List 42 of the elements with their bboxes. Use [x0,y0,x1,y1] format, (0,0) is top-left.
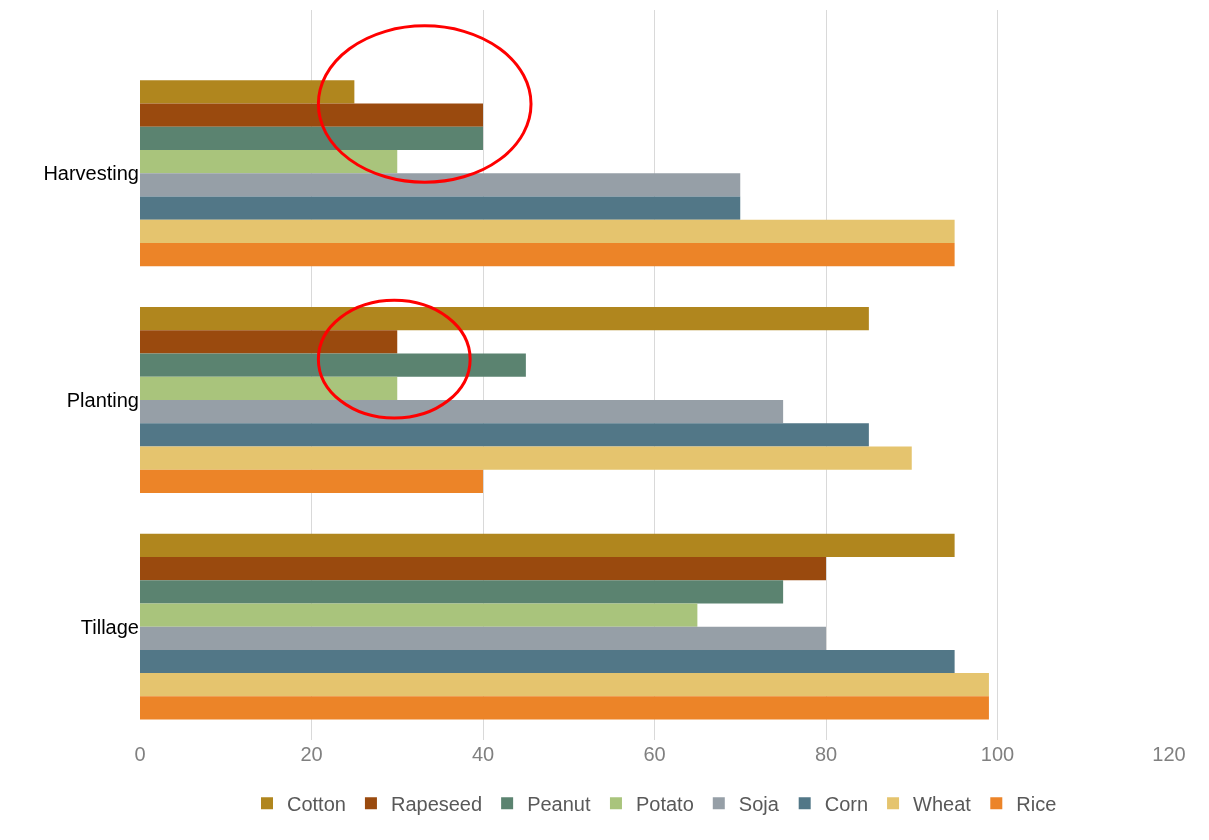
legend-label: Potato [635,793,694,816]
bar [140,353,526,377]
bar [140,446,912,470]
bar [140,80,355,104]
bar [140,696,989,720]
x-tick-label: 120 [1152,743,1186,765]
x-tick-label: 20 [300,743,323,765]
bar [140,399,784,424]
bar [140,173,741,197]
x-tick-label: 60 [643,743,666,765]
legend-label: Rapeseed [390,793,483,816]
bar [140,626,826,650]
legend-label: Corn [824,793,869,816]
x-tick-label: 80 [814,743,838,765]
bar [140,603,698,627]
y-tick-label: Harvesting [43,162,139,185]
x-tick-label: 100 [980,743,1015,765]
bar [140,423,869,447]
bar [140,673,989,697]
y-tick-label: Planting [66,388,139,411]
bar [140,649,955,674]
bar [140,242,955,267]
legend-label: Peanut [527,793,591,816]
bar [140,196,741,220]
bar [140,306,869,331]
bar [140,580,784,604]
y-tick-label: Tillage [80,615,139,638]
legend-label: Cotton [287,793,346,816]
bar [140,556,826,581]
x-tick-label: 0 [134,743,146,765]
x-tick-label: 40 [471,743,495,765]
bar [140,330,398,354]
bar [140,469,483,493]
legend-label: Soja [738,793,780,816]
bar [140,376,398,400]
bar [140,219,955,243]
bar [140,533,955,557]
bar [140,126,483,150]
bar [140,149,398,174]
bar [140,103,483,127]
legend-label: Rice [1016,793,1057,816]
legend-label: Wheat [913,793,972,816]
